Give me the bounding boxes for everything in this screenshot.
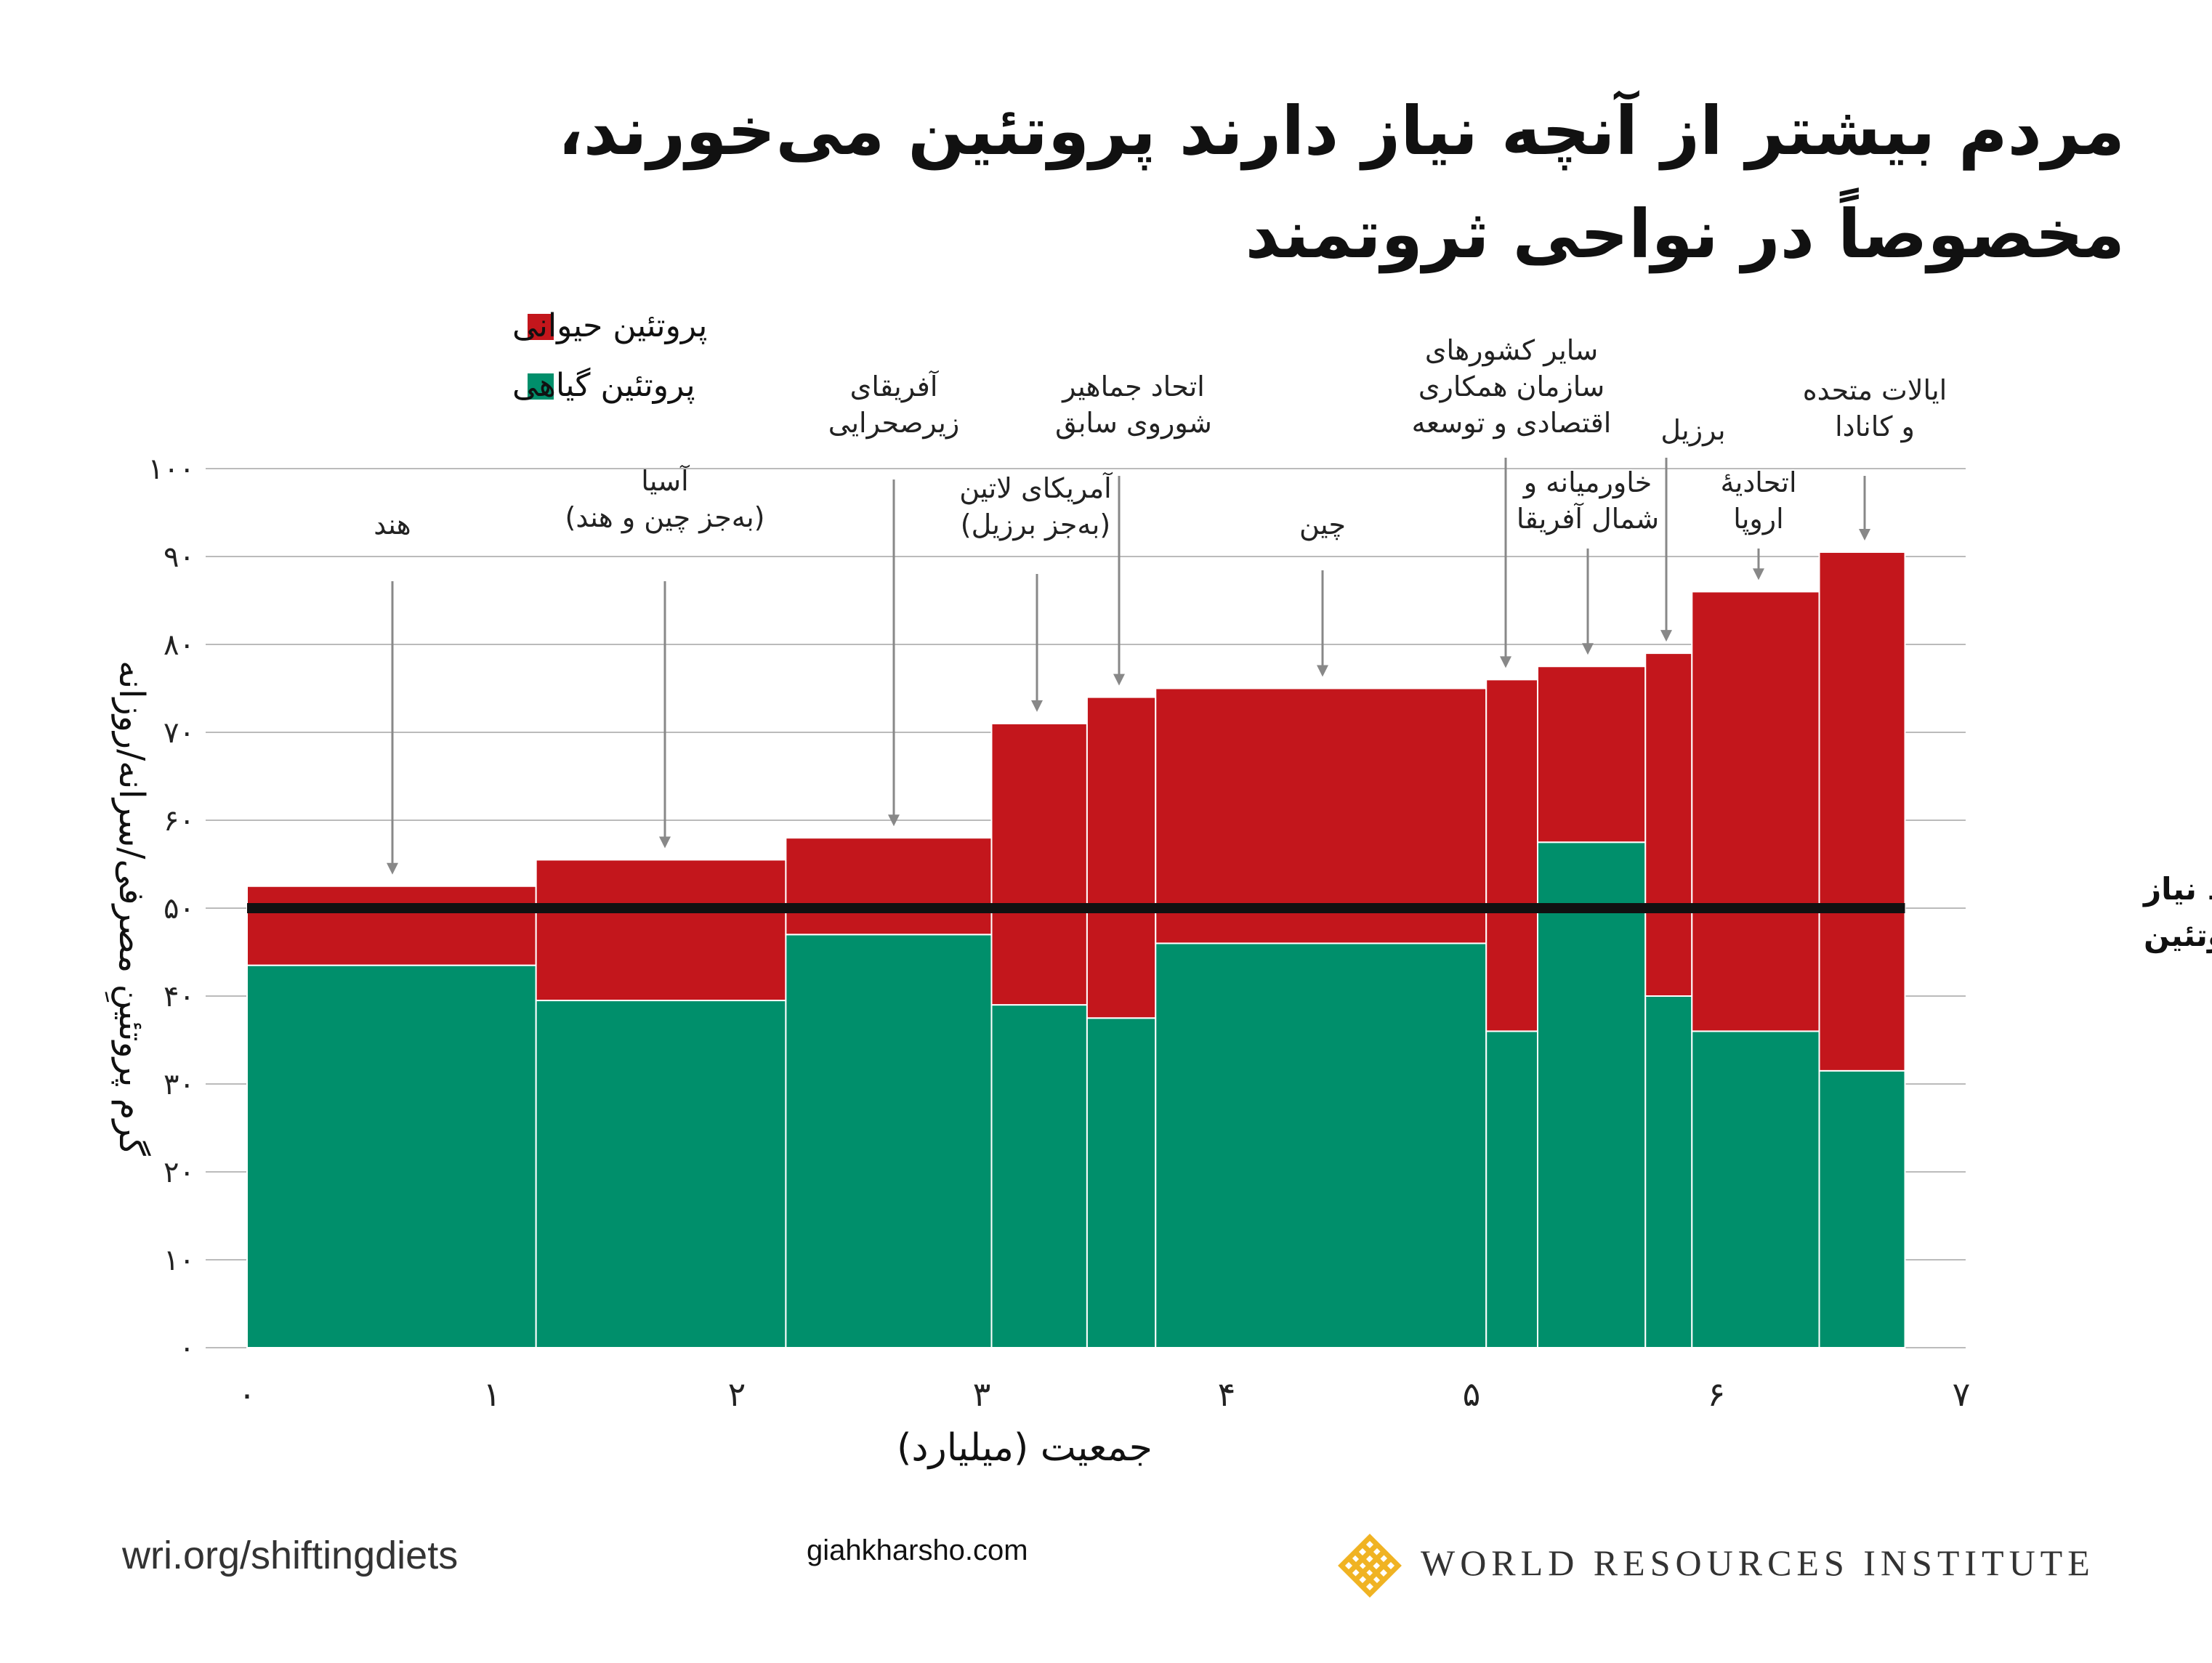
bar-plant-protein	[535, 1000, 787, 1349]
bar-animal-protein	[1536, 665, 1647, 843]
x-tick-label: ۴	[1218, 1375, 1236, 1414]
y-axis-title: گرم پروتئینِ مصرفی/سرانه/روزانه	[105, 660, 152, 1156]
axes: ۰ ۱۰ ۲۰ ۳۰ ۴۰ ۵۰ ۶۰ ۷۰ ۸۰ ۹۰ ۱۰۰ ۰ ۱ ۲ ۳ ۴ ۵ ۶ ۷ جمعیت (میل…	[105, 453, 1970, 1470]
region-label: زیرصحرایی	[828, 407, 959, 440]
bar-plant-protein	[1485, 1030, 1538, 1349]
legend-label: پروتئین حیوانی	[512, 307, 707, 344]
region-labels: هند آسیا (به‌جز چین و هند) آفریقای زیرصحرایی…	[374, 334, 1947, 875]
requirement-label: متوسط نیاز	[2142, 871, 2212, 907]
region-arrowhead	[1859, 528, 1870, 541]
legend: پروتئین حیوانی پروتئین گیاهی	[512, 307, 707, 404]
y-tick-label: ۸۰	[164, 628, 195, 662]
region-arrowhead	[1500, 656, 1511, 668]
region-label: (به‌جز چین و هند)	[565, 501, 765, 534]
region-label: اتحاد جماهیر	[1061, 371, 1205, 403]
y-tick-label: ۶۰	[164, 804, 195, 838]
title-line-2: مخصوصاً در نواحی ثروتمند	[1245, 195, 2125, 273]
x-tick-label: ۶	[1708, 1375, 1726, 1414]
wri-wordmark: WORLD RESOURCES INSTITUTE	[1421, 1542, 2095, 1583]
region-label: آفریقای	[850, 370, 939, 403]
region-arrowhead	[1660, 630, 1672, 642]
y-tick-label: ۷۰	[164, 716, 195, 750]
y-tick-label: ۴۰	[164, 980, 195, 1013]
region-label: هند	[374, 509, 411, 541]
x-tick-label: ۰	[238, 1375, 257, 1414]
region-label: خاورمیانه و	[1522, 466, 1652, 499]
bar-plant-protein	[1644, 995, 1693, 1348]
region-label: سایر کشورهای	[1425, 334, 1598, 367]
bar-animal-protein	[990, 722, 1088, 1006]
bars	[246, 551, 1906, 1349]
y-tick-label: ۵۰	[164, 892, 195, 926]
wri-logo-icon	[1338, 1534, 1402, 1598]
bar-plant-protein	[1086, 1017, 1157, 1348]
bar-plant-protein	[1691, 1030, 1820, 1349]
region-label: ایالات متحده	[1803, 374, 1947, 406]
region-label: آسیا	[641, 464, 690, 497]
y-tick-label: ۳۰	[164, 1068, 195, 1101]
footer-site[interactable]: giahkharsho.com	[807, 1534, 1028, 1566]
region-arrowhead	[888, 814, 900, 827]
bar-plant-protein	[990, 1004, 1088, 1348]
region-arrowhead	[659, 836, 671, 849]
region-label: شمال آفریقا	[1517, 502, 1659, 535]
y-tick-label: ۱۰	[164, 1244, 195, 1277]
bar-animal-protein	[1086, 696, 1157, 1019]
x-tick-label: ۵	[1463, 1375, 1481, 1414]
bar-animal-protein	[1485, 679, 1538, 1032]
y-tick-label: ۰	[179, 1332, 195, 1365]
x-tick-label: ۷	[1953, 1375, 1971, 1414]
title-line-1: مردم بیشتر از آنچه نیاز دارند پروتئین می…	[557, 92, 2125, 170]
region-label: چین	[1299, 509, 1346, 541]
region-label: (به‌جز برزیل)	[961, 509, 1110, 541]
y-tick-label: ۱۰۰	[148, 453, 195, 486]
footer-url[interactable]: wri.org/shiftingdiets	[122, 1534, 459, 1577]
legend-swatch	[528, 373, 554, 400]
y-tick-label: ۲۰	[164, 1156, 195, 1189]
region-label: آمریکای لاتین	[959, 472, 1113, 505]
region-label: اتحادیهٔ	[1720, 466, 1796, 498]
chart-title: مردم بیشتر از آنچه نیاز دارند پروتئین می…	[17, 80, 2125, 286]
bar-plant-protein	[785, 934, 993, 1349]
requirement-line-group: متوسط نیاز روزانهٔ پروتئین	[247, 871, 2212, 954]
region-arrowhead	[1031, 700, 1043, 712]
bar-animal-protein	[246, 885, 537, 966]
x-tick-label: ۳	[973, 1375, 991, 1414]
x-tick-label: ۲	[728, 1375, 746, 1414]
bar-animal-protein	[1155, 687, 1488, 944]
bar-plant-protein	[1818, 1069, 1906, 1348]
region-label: اقتصادی و توسعه	[1412, 407, 1612, 440]
x-axis-title: جمعیت (میلیارد)	[897, 1426, 1153, 1470]
legend-label: پروتئین گیاهی	[512, 367, 695, 404]
region-label: سازمان همکاری	[1418, 371, 1604, 402]
region-arrowhead	[1113, 673, 1125, 686]
bar-plant-protein	[1536, 841, 1647, 1348]
region-arrowhead	[1582, 643, 1594, 655]
requirement-label: روزانهٔ پروتئین	[2144, 918, 2212, 954]
y-tick-label: ۹۰	[164, 541, 195, 574]
legend-swatch	[528, 314, 554, 340]
region-label: برزیل	[1660, 414, 1725, 447]
region-arrowhead	[387, 862, 398, 875]
bar-animal-protein	[535, 859, 787, 1002]
region-label: اروپا	[1733, 503, 1783, 535]
bar-plant-protein	[1155, 942, 1488, 1348]
bar-animal-protein	[1818, 551, 1906, 1072]
bar-animal-protein	[785, 837, 993, 936]
x-tick-label: ۱	[483, 1375, 501, 1414]
bar-animal-protein	[1691, 591, 1820, 1032]
bar-animal-protein	[1644, 652, 1693, 997]
region-label: شوروی سابق	[1055, 407, 1212, 440]
bar-plant-protein	[246, 964, 537, 1348]
region-arrowhead	[1317, 665, 1328, 677]
region-label: و کانادا	[1835, 410, 1915, 443]
region-arrowhead	[1753, 568, 1764, 580]
